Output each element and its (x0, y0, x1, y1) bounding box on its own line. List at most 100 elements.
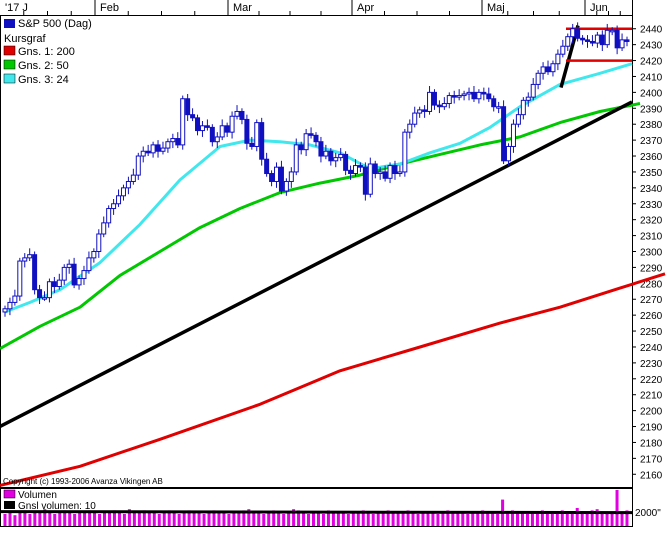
volume-bar (302, 512, 306, 526)
candle-body (204, 125, 210, 128)
volume-bar (416, 514, 420, 526)
candle-body (214, 136, 220, 143)
y-tick-label: 2260 (640, 311, 663, 322)
candle-body (160, 147, 166, 152)
volume-bar (456, 512, 460, 526)
volume-average-line (0, 510, 633, 515)
candle-body (81, 270, 87, 280)
candle-body (199, 125, 205, 132)
candle-body (185, 98, 191, 116)
volume-axis-label: 2000" (635, 508, 661, 519)
candle-body (71, 263, 77, 286)
volume-bar (361, 510, 365, 526)
candle-body (254, 122, 260, 147)
volume-bar (117, 512, 121, 526)
volume-bar (93, 511, 97, 526)
candle-body (239, 110, 245, 120)
candle-body (540, 66, 546, 74)
candle-body (357, 165, 363, 168)
legend-swatch-ma200 (3, 45, 16, 56)
legend-label-ma200: Gns. 1: 200 (18, 46, 75, 58)
y-tick-label: 2400 (640, 88, 663, 99)
volume-bar (476, 511, 480, 526)
volume-bar (48, 512, 52, 526)
candle-body (219, 125, 225, 138)
candle-body (510, 123, 516, 147)
y-tick-label: 2240 (640, 343, 663, 354)
volume-bar (162, 511, 166, 526)
candle-body (274, 166, 280, 182)
candle-body (41, 297, 47, 300)
candle-body (471, 91, 477, 100)
candle-body (51, 281, 57, 288)
volume-bar (217, 511, 221, 526)
volume-bar (247, 509, 251, 526)
candle-body (560, 45, 566, 55)
x-axis: '17 J Feb Mar Apr Maj Jun (5, 0, 621, 15)
volume-bar (252, 511, 256, 526)
y-tick-label: 2200 (640, 407, 663, 418)
candle-body (362, 166, 368, 195)
y-tick-label: 2170 (640, 454, 663, 465)
volume-bar (127, 509, 131, 526)
candle-body (303, 133, 309, 151)
candle-body (308, 133, 314, 136)
volume-bar (471, 512, 475, 526)
volume-bar (237, 512, 241, 526)
volume-bar (590, 510, 594, 526)
volume-bar (610, 511, 614, 526)
volume-bar (366, 512, 370, 526)
volume-bar (341, 511, 345, 526)
y-axis: 2160 2170 2180 2190 2200 2210 2220 2230 2240 2250… (632, 25, 663, 481)
candle-body (101, 222, 107, 235)
candle-body (614, 29, 620, 49)
panel-label-kursgraf: Kursgraf (4, 33, 47, 45)
candle-body (12, 295, 18, 303)
volume-bar (147, 511, 151, 526)
x-tick-label: '17 J (5, 2, 28, 14)
volume-bar (615, 490, 619, 526)
y-tick-label: 2310 (640, 232, 663, 243)
candle-body (367, 163, 373, 195)
legend-label-volume-average: Gnsl volumen: 10 (18, 501, 96, 512)
candlesticks (2, 22, 630, 317)
candle-body (91, 251, 97, 259)
candle-body (570, 28, 576, 38)
legend-swatch-sp500 (4, 19, 15, 28)
volume-bars (0, 490, 633, 526)
candle-body (422, 109, 428, 112)
y-tick-label: 2160 (640, 470, 663, 481)
volume-bar (43, 509, 47, 526)
y-tick-label: 2220 (640, 375, 663, 386)
candle-body (555, 53, 561, 65)
candle-body (397, 171, 403, 175)
candle-body (209, 126, 215, 143)
candle-body (180, 98, 186, 146)
candle-body (318, 141, 324, 157)
y-tick-label: 2430 (640, 41, 663, 52)
volume-bar (451, 511, 455, 526)
legend-swatch-ma50 (3, 59, 16, 70)
volume-bar (232, 511, 236, 526)
ma-line (4, 62, 633, 314)
candle-body (150, 144, 156, 154)
volume-bar (441, 512, 445, 526)
candle-body (283, 180, 289, 192)
volume-bar (78, 511, 82, 526)
volume-bar (297, 510, 301, 526)
candle-body (130, 174, 136, 182)
ma-line (0, 272, 666, 487)
volume-bar (312, 511, 316, 526)
volume-bar (525, 514, 529, 526)
candle-body (585, 39, 591, 42)
volume-bar (187, 510, 191, 526)
volume-bar (326, 510, 330, 526)
candle-body (352, 165, 358, 175)
volume-bar (620, 511, 624, 526)
volume-bar (535, 511, 539, 526)
volume-bar (197, 511, 201, 526)
candle-body (195, 117, 201, 132)
candle-body (140, 150, 146, 157)
candle-body (476, 91, 482, 100)
